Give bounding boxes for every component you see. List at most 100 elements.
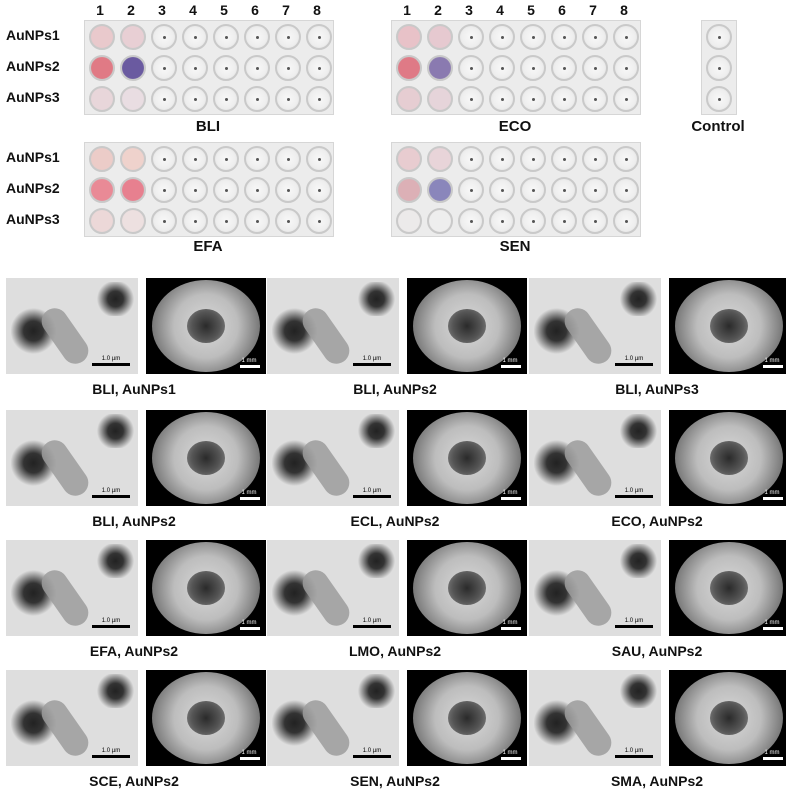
row-label: AuNPs1: [6, 149, 60, 165]
well-center-dot: [162, 97, 166, 101]
nanoparticle-aggregate: [356, 673, 397, 709]
plate-bli: [84, 20, 334, 115]
plate-well: [151, 86, 177, 112]
colony-scale-label: 1 mm: [764, 750, 780, 756]
colony-scale-label: 1 mm: [241, 750, 257, 756]
tem-scale-bar: [92, 755, 130, 758]
plate-efa: [84, 142, 334, 237]
column-number: 7: [589, 2, 597, 18]
plate-well: [244, 55, 270, 81]
plate-well: [613, 208, 639, 234]
well-center-dot: [562, 35, 566, 39]
well-center-dot: [717, 35, 721, 39]
well-center-dot: [624, 188, 628, 192]
plate-well: [89, 146, 115, 172]
plate-title-bli: BLI: [195, 118, 221, 135]
well-center-dot: [162, 35, 166, 39]
colony-image: 1 mm: [146, 540, 266, 636]
tem-scale-label: 1.0 µm: [362, 356, 382, 362]
micrograph-caption: LMO, AuNPs2: [348, 643, 442, 659]
plate-well: [151, 177, 177, 203]
tem-scale-label: 1.0 µm: [101, 488, 121, 494]
plate-well: [396, 208, 422, 234]
well-center-dot: [224, 188, 228, 192]
plate-well: [182, 24, 208, 50]
plate-well: [520, 55, 546, 81]
well-center-dot: [593, 188, 597, 192]
well-center-dot: [317, 188, 321, 192]
colony-core: [187, 571, 225, 605]
colony-scale-bar: [240, 497, 260, 500]
plate-well: [458, 24, 484, 50]
well-center-dot: [162, 188, 166, 192]
tem-scale-label: 1.0 µm: [624, 356, 644, 362]
plate-well: [275, 24, 301, 50]
nanoparticle-aggregate: [356, 413, 397, 449]
tem-image: 1.0 µm: [6, 670, 138, 766]
well-center-dot: [531, 66, 535, 70]
colony-core: [448, 571, 486, 605]
colony-image: 1 mm: [669, 410, 786, 506]
micrograph-caption: BLI, AuNPs1: [92, 381, 176, 397]
tem-scale-label: 1.0 µm: [362, 748, 382, 754]
colony-core: [448, 701, 486, 735]
plate-well: [582, 177, 608, 203]
plate-well: [520, 24, 546, 50]
colony-image: 1 mm: [407, 410, 527, 506]
micrograph-caption: SCE, AuNPs2: [89, 773, 179, 789]
plate-title-efa: EFA: [193, 238, 223, 255]
plate-well: [613, 86, 639, 112]
tem-image: 1.0 µm: [267, 670, 399, 766]
well-center-dot: [255, 66, 259, 70]
colony-scale-label: 1 mm: [764, 620, 780, 626]
column-number: 2: [127, 2, 135, 18]
plate-well: [489, 24, 515, 50]
tem-scale-label: 1.0 µm: [362, 488, 382, 494]
tem-scale-label: 1.0 µm: [101, 748, 121, 754]
plate-well: [396, 146, 422, 172]
plate-well: [120, 24, 146, 50]
plate-well: [182, 55, 208, 81]
plate-well: [551, 146, 577, 172]
plate-well: [213, 177, 239, 203]
nanoparticle-aggregate: [618, 413, 659, 449]
colony-core: [710, 571, 748, 605]
nanoparticle-aggregate: [95, 413, 136, 449]
micrograph-caption: SEN, AuNPs2: [350, 773, 440, 789]
well-center-dot: [162, 66, 166, 70]
plate-well: [613, 55, 639, 81]
plate-well: [306, 24, 332, 50]
plate-well: [151, 146, 177, 172]
tem-scale-label: 1.0 µm: [624, 488, 644, 494]
well-center-dot: [224, 157, 228, 161]
colony-scale-label: 1 mm: [764, 358, 780, 364]
plate-well: [89, 208, 115, 234]
plate-well: [151, 24, 177, 50]
colony-scale-bar: [501, 757, 521, 760]
column-number: 7: [282, 2, 290, 18]
plate-well: [520, 86, 546, 112]
well-center-dot: [624, 66, 628, 70]
plate-well: [582, 146, 608, 172]
plate-well: [213, 86, 239, 112]
well-center-dot: [286, 188, 290, 192]
colony-image: 1 mm: [407, 278, 527, 374]
colony-image: 1 mm: [407, 540, 527, 636]
plate-well: [213, 24, 239, 50]
plate-well: [306, 208, 332, 234]
plate-well: [182, 177, 208, 203]
well-center-dot: [500, 157, 504, 161]
colony-scale-label: 1 mm: [241, 358, 257, 364]
row-label: AuNPs3: [6, 211, 60, 227]
plate-well: [396, 86, 422, 112]
plate-well: [244, 24, 270, 50]
plate-title-control: Control: [691, 118, 745, 135]
tem-scale-bar: [92, 363, 130, 366]
plate-well: [89, 24, 115, 50]
plate-well: [244, 86, 270, 112]
plate-well: [706, 86, 732, 112]
micrograph-caption: BLI, AuNPs3: [615, 381, 699, 397]
plate-well: [458, 177, 484, 203]
tem-image: 1.0 µm: [529, 278, 661, 374]
micrograph-caption: EFA, AuNPs2: [89, 643, 179, 659]
